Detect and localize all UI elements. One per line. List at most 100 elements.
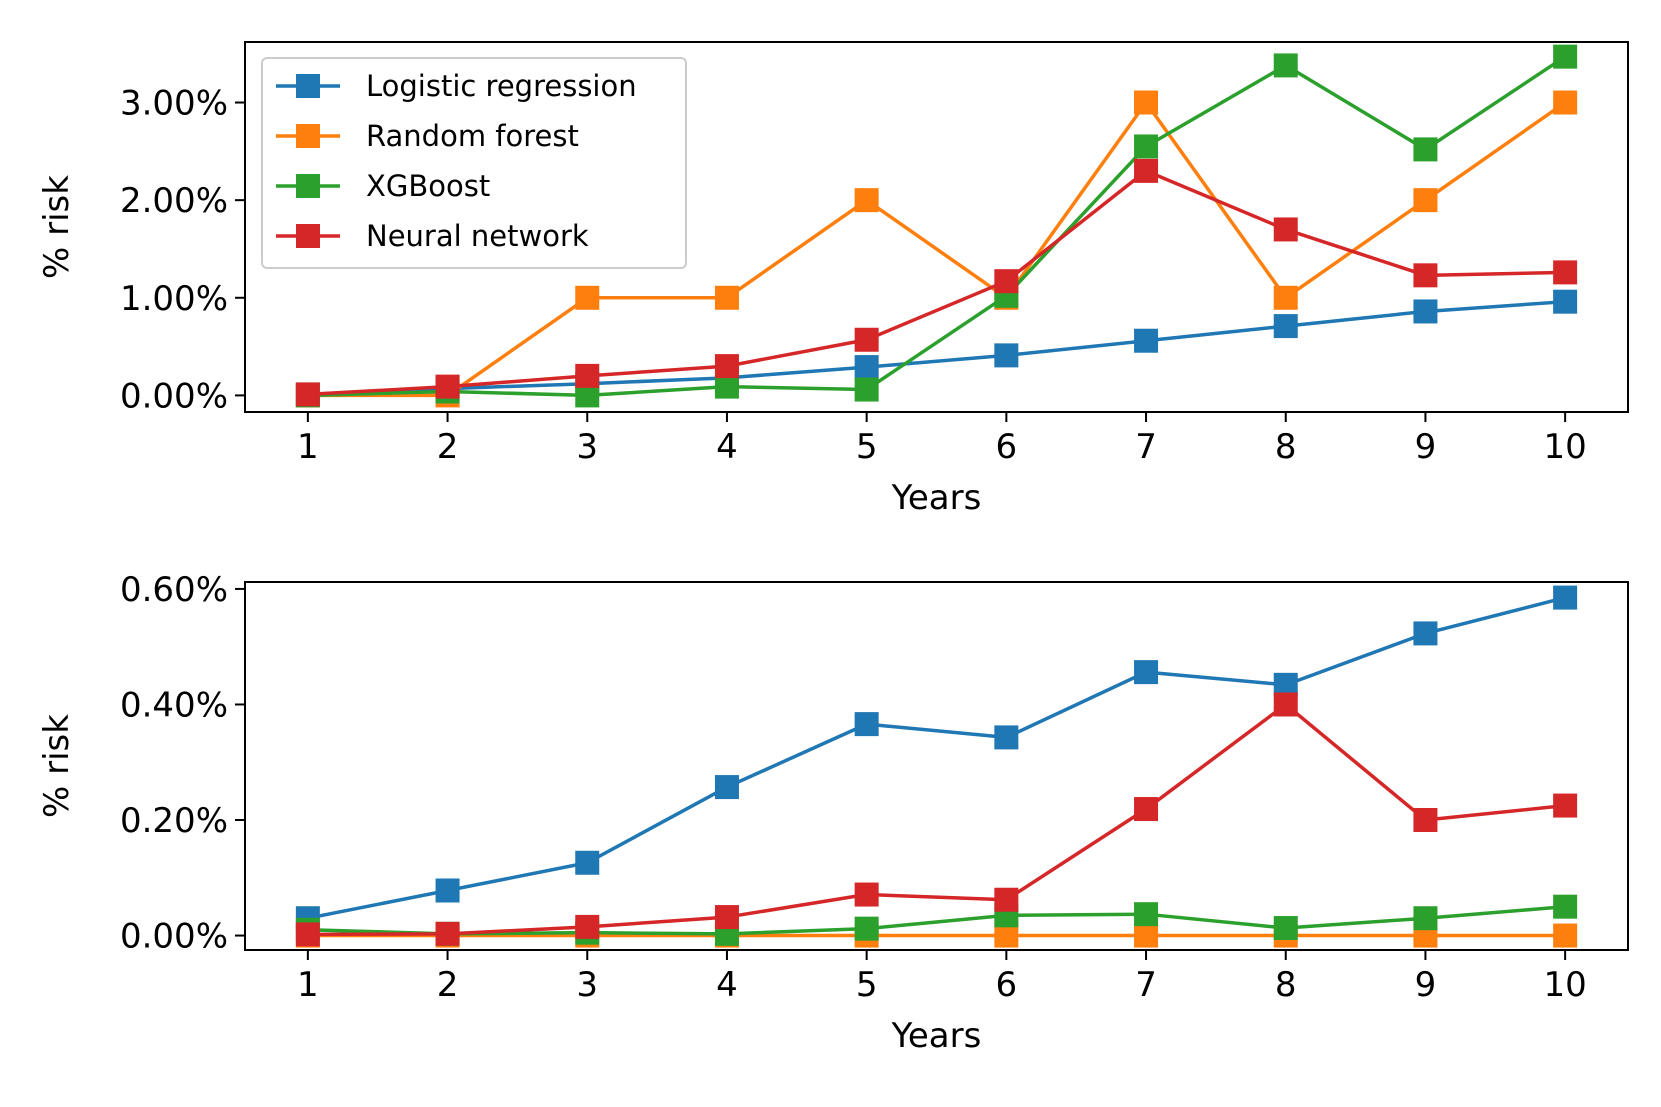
legend-entry-xgboost: XGBoost [276,169,490,203]
chart-1-point-neural-network [994,269,1019,294]
chart-2-point-xgboost [1413,906,1438,931]
chart-1-point-xgboost [1553,44,1578,69]
chart-2-point-logistic-regression [994,725,1019,750]
chart-1-series-neural-network [295,158,1578,407]
chart-2-point-neural-network [994,887,1019,912]
chart-2-x-tick-label: 7 [1135,965,1157,1005]
chart-1-line-logistic-regression [306,299,1568,397]
chart-1-x-tick-label: 6 [996,427,1018,467]
chart-1-line-xgboost [306,54,1568,398]
chart-2-point-neural-network [1273,692,1298,717]
chart-2-y-tick-label: 0.40% [120,685,228,725]
chart-2-point-xgboost [1134,902,1159,927]
legend-label-neural-network: Neural network [366,219,589,253]
chart-2-point-random-forest [994,923,1019,948]
chart-1-point-xgboost [1273,53,1298,78]
chart-1-x-tick-label: 5 [856,427,878,467]
legend-label-logistic-regression: Logistic regression [366,69,637,103]
chart-1-point-logistic-regression [1273,314,1298,339]
chart-1-axes-frame [244,41,1629,413]
chart-2-x-tick-label: 1 [297,965,319,1005]
chart-2-point-neural-network [1553,793,1578,818]
legend-entry-logistic-regression: Logistic regression [276,69,637,103]
chart-2-x-tick-label: 10 [1544,965,1587,1005]
chart-2-x-tick-label: 9 [1415,965,1437,1005]
chart-2-x-tick-label: 5 [856,965,878,1005]
legend-label-random-forest: Random forest [366,119,579,153]
chart-1-x-tick-label: 3 [576,427,598,467]
chart-1-point-logistic-regression [1134,328,1159,353]
chart-1-x-tick-label: 7 [1135,427,1157,467]
chart-1-y-axis-label: % risk [37,175,77,279]
chart-2-point-logistic-regression [1134,660,1159,685]
chart-2-line-logistic-regression [305,595,1568,921]
chart-2-point-logistic-regression [714,775,739,800]
chart-1-point-neural-network [1553,260,1578,285]
chart-1-point-logistic-regression [994,343,1019,368]
legend-entry-random-forest: Random forest [276,119,579,153]
chart-2-point-neural-network [295,922,320,947]
chart-2-x-axis-label: Years [891,1016,982,1056]
chart-1-point-random-forest [1273,285,1298,310]
chart-1-point-xgboost [1413,137,1438,162]
chart-2-point-neural-network [1134,797,1159,822]
chart-1-x-tick-label: 9 [1415,427,1437,467]
chart-1-line-neural-network [306,169,1567,397]
chart-2-x-tick-label: 2 [437,965,459,1005]
chart-1-x-axis-label: Years [891,478,982,518]
chart-1-point-xgboost [714,374,739,399]
chart-2-point-neural-network [1413,808,1438,833]
chart-1-y-tick-label: 2.00% [120,181,228,221]
chart-1-point-random-forest [1413,188,1438,213]
chart-2-point-neural-network [575,914,600,939]
chart-2-y-tick-label: 0.60% [120,570,228,610]
chart-2-point-neural-network [714,905,739,930]
bottom-chart: 1 2 3 4 5 6 7 8 9 10 0.00% 0.20% 0.40% 0.60% Years % ri… [37,570,1629,1056]
top-chart: 1 2 3 4 5 6 7 8 9 10 0.00% 1.00% 2.00% 3.00% Years % ri… [37,41,1629,518]
chart-1-legend-box [261,57,687,269]
chart-2-line-neural-network [306,702,1568,937]
chart-2-series-logistic-regression [295,585,1578,931]
chart-2-point-logistic-regression [575,850,600,875]
chart-1-point-neural-network [1413,263,1438,288]
chart-2-axes-frame [244,581,1629,951]
chart-2-x-tick-label: 4 [716,965,738,1005]
chart-2-point-xgboost [1273,916,1298,941]
chart-2-point-neural-network [854,882,879,907]
chart-2-y-tick-label: 0.00% [120,917,228,957]
chart-2-x-tick-label: 3 [576,965,598,1005]
chart-1-x-tick-label: 2 [437,427,459,467]
chart-1-point-neural-network [435,374,460,399]
chart-1-point-neural-network [295,382,320,407]
chart-2-line-xgboost [306,904,1568,936]
chart-1-point-neural-network [714,354,739,379]
chart-2-y-axis-label: % risk [37,714,77,818]
chart-1-legend: Logistic regression Random forest XGBoost N… [261,57,687,269]
chart-1-point-random-forest [1553,90,1578,115]
legend-marker-logistic-regression [296,74,320,98]
chart-1-point-xgboost [854,377,879,402]
chart-1-point-random-forest [1134,90,1159,115]
legend-entry-neural-network: Neural network [276,219,589,253]
chart-1-point-random-forest [854,188,879,213]
chart-2-point-xgboost [854,916,879,941]
chart-2-y-tick-label: 0.20% [120,801,228,841]
legend-marker-random-forest [296,124,320,148]
chart-2-x-tick-label: 6 [996,965,1018,1005]
legend-marker-neural-network [296,224,320,248]
chart-1-x-tick-label: 8 [1275,427,1297,467]
chart-1-point-logistic-regression [1553,289,1578,314]
chart-2-point-logistic-regression [854,712,879,737]
chart-1-point-neural-network [1134,158,1159,183]
chart-2-point-xgboost [1553,894,1578,919]
chart-1-point-random-forest [575,285,600,310]
chart-1-point-neural-network [854,327,879,352]
chart-1-point-logistic-regression [1413,299,1438,324]
chart-2-point-random-forest [1134,923,1159,948]
chart-2-x-tick-label: 8 [1275,965,1297,1005]
chart-2-series-neural-network [295,692,1578,947]
chart-1-point-random-forest [714,285,739,310]
chart-1-x-tick-label: 10 [1544,427,1587,467]
chart-2-point-logistic-regression [1553,585,1578,610]
